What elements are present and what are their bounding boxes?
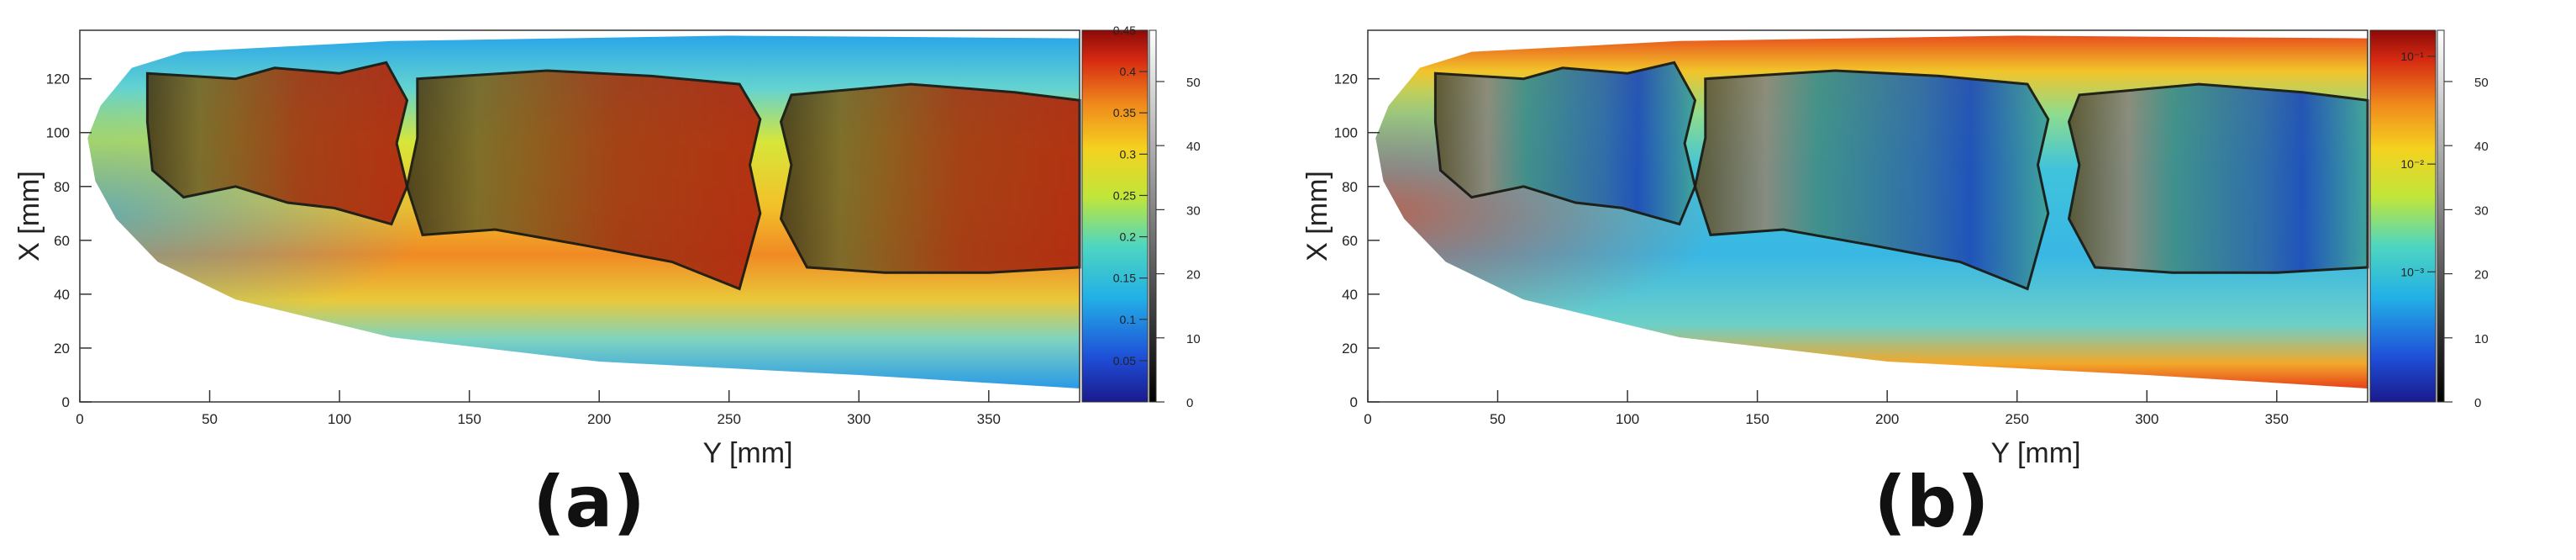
colorbar-tick-label: 0.2 bbox=[1120, 230, 1137, 244]
gray-colorbar-tick-label: 40 bbox=[1186, 140, 1201, 154]
colorbar-tick-label: 0.25 bbox=[1113, 188, 1136, 202]
middle-phalanx bbox=[405, 69, 762, 291]
x-tick-label: 250 bbox=[2006, 411, 2029, 427]
x-tick-label: 250 bbox=[718, 411, 741, 427]
gray-colorbar-tick-label: 40 bbox=[2474, 140, 2489, 154]
y-tick-label: 20 bbox=[54, 341, 70, 357]
colorbar-tick-label: 0.05 bbox=[1113, 354, 1136, 367]
panel-b: 0 50 100 150 200 250 300 350 0 20 40 60 80 100 120 Y [m… bbox=[1288, 0, 2576, 560]
y-axis-label: X [mm] bbox=[13, 171, 45, 262]
x-tick-label: 300 bbox=[2135, 411, 2158, 427]
y-axis-label: X [mm] bbox=[1301, 171, 1333, 262]
gray-colorbar-tick-label: 50 bbox=[2474, 76, 2489, 90]
colorbar-rainbow bbox=[1081, 29, 1149, 403]
colorbar-tick-label: 10⁻¹ bbox=[2400, 50, 2424, 63]
x-tick-label: 150 bbox=[1745, 411, 1769, 427]
gray-colorbar-tick-label: 10 bbox=[2474, 332, 2489, 346]
plot-frame bbox=[79, 29, 1080, 403]
distal-phalanx bbox=[145, 61, 409, 226]
colorbar-gray bbox=[2437, 29, 2445, 403]
y-tick-label: 40 bbox=[1342, 287, 1358, 303]
y-tick-label: 60 bbox=[1342, 233, 1358, 249]
x-tick-label: 350 bbox=[977, 411, 1001, 427]
colorbar-rainbow bbox=[2369, 29, 2437, 403]
y-tick-label: 20 bbox=[1342, 341, 1358, 357]
proximal-phalanx bbox=[779, 82, 1081, 274]
gray-colorbar-tick-label: 0 bbox=[1186, 396, 1193, 410]
y-tick-label: 120 bbox=[46, 71, 70, 87]
x-tick-label: 50 bbox=[202, 411, 218, 427]
colorbar-tick-label: 10⁻² bbox=[2400, 157, 2424, 171]
colorbar-tick-label: 0.1 bbox=[1120, 313, 1137, 326]
colorbar-tick-label: 0.35 bbox=[1113, 106, 1136, 119]
colorbar-tick-label: 0.3 bbox=[1120, 147, 1137, 161]
gray-colorbar-tick-label: 30 bbox=[1186, 203, 1201, 218]
gray-colorbar-tick-label: 20 bbox=[1186, 268, 1201, 283]
y-tick-label: 40 bbox=[54, 287, 70, 303]
y-tick-label: 100 bbox=[46, 125, 70, 141]
proximal-phalanx bbox=[2067, 82, 2369, 274]
x-tick-label: 100 bbox=[1616, 411, 1639, 427]
gray-colorbar-tick-label: 0 bbox=[2474, 396, 2481, 410]
colorbar-gray bbox=[1149, 29, 1157, 403]
x-tick-label: 50 bbox=[1490, 411, 1506, 427]
x-tick-label: 150 bbox=[457, 411, 481, 427]
x-axis-label: Y [mm] bbox=[1990, 437, 2080, 469]
colorbar-tick-label: 0.4 bbox=[1120, 65, 1137, 78]
colorbar-tick-label: 0.45 bbox=[1113, 24, 1136, 37]
plot-frame bbox=[1367, 29, 2368, 403]
x-tick-label: 200 bbox=[1875, 411, 1899, 427]
y-tick-label: 80 bbox=[54, 179, 70, 195]
y-tick-label: 80 bbox=[1342, 179, 1358, 195]
gray-colorbar-tick-label: 20 bbox=[2474, 268, 2489, 283]
gray-colorbar-tick-label: 30 bbox=[2474, 203, 2489, 218]
panel-label-b: (b) bbox=[1874, 461, 1990, 543]
y-tick-label: 0 bbox=[62, 394, 70, 410]
panel-label-a: (a) bbox=[533, 461, 645, 543]
middle-phalanx bbox=[1693, 69, 2050, 291]
y-tick-label: 60 bbox=[54, 233, 70, 249]
x-tick-label: 100 bbox=[328, 411, 351, 427]
x-tick-label: 0 bbox=[76, 411, 83, 427]
gray-colorbar-tick-label: 10 bbox=[1186, 332, 1201, 346]
distal-phalanx bbox=[1433, 61, 1697, 226]
colorbar-tick-label: 0.15 bbox=[1113, 272, 1136, 285]
x-tick-label: 350 bbox=[2265, 411, 2289, 427]
x-tick-label: 0 bbox=[1364, 411, 1371, 427]
y-tick-label: 120 bbox=[1334, 71, 1358, 87]
panel-a: 0 50 100 150 200 250 300 350 0 20 40 60 80 100 120 Y [m… bbox=[13, 24, 1201, 543]
y-tick-label: 0 bbox=[1350, 394, 1358, 410]
x-tick-label: 200 bbox=[587, 411, 611, 427]
colorbar-tick-label: 10⁻³ bbox=[2400, 265, 2424, 278]
x-tick-label: 300 bbox=[847, 411, 870, 427]
gray-colorbar-tick-label: 50 bbox=[1186, 76, 1201, 90]
y-tick-label: 100 bbox=[1334, 125, 1358, 141]
x-axis-label: Y [mm] bbox=[702, 437, 792, 469]
